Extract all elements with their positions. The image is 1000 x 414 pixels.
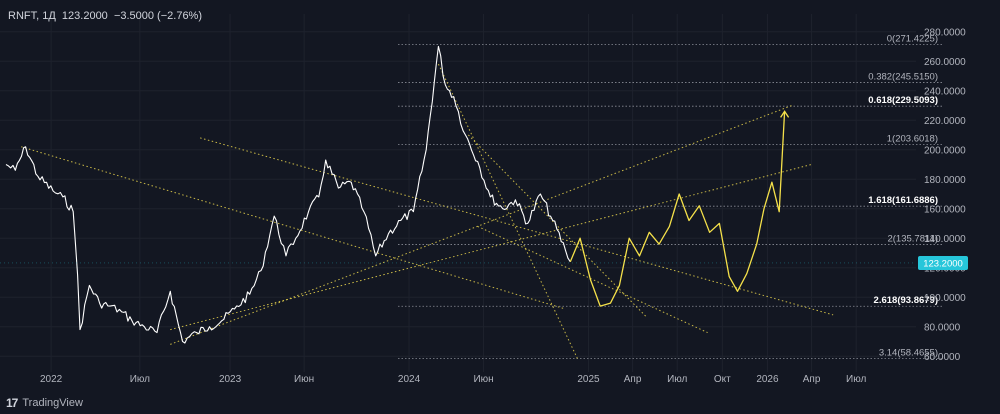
x-tick-label: 2026 [756, 374, 779, 385]
x-tick-label: 2022 [40, 374, 63, 385]
fib-level-label: 0.618(229.5093) [868, 95, 938, 106]
y-tick-label: 260.0000 [924, 57, 966, 68]
fib-level-label: 0(271.4225) [887, 33, 938, 44]
x-tick-label: Окт [714, 374, 731, 385]
fib-level-label: 3.14(58.4655) [879, 347, 938, 358]
y-tick-label: 160.0000 [924, 205, 966, 216]
trend-line [200, 137, 834, 316]
y-tick-label: 180.0000 [924, 175, 966, 186]
forecast-path-line [569, 111, 786, 307]
fibonacci-extension-layer: 0(271.4225) 0.382(245.5150) 0.618(229.5093… [398, 33, 942, 359]
y-tick-label: 220.0000 [924, 116, 966, 127]
x-tick-label: Июн [294, 374, 314, 385]
x-tick-label: 2025 [577, 374, 600, 385]
y-tick-label: 100.0000 [924, 293, 966, 304]
brand-watermark[interactable]: 17 TradingView [6, 396, 83, 410]
ticker-header: RNFT, 1Д 123.2000 −3.5000 (−2.76%) [8, 10, 202, 22]
y-tick-label: 80.0000 [924, 323, 961, 334]
trend-line [477, 225, 708, 334]
trend-line [170, 163, 812, 331]
x-tick-label: Апр [803, 374, 821, 385]
history-price-line [5, 45, 571, 344]
series-layer [5, 45, 790, 344]
trend-line [437, 63, 579, 360]
fib-level-label: 1(203.6018) [887, 133, 938, 144]
x-tick-label: 2023 [219, 374, 242, 385]
fib-level-label: 2(135.7811) [887, 233, 938, 244]
brand-name: TradingView [22, 397, 83, 409]
tradingview-logo-icon: 17 [6, 396, 18, 410]
y-tick-label: 140.0000 [924, 234, 966, 245]
fib-level-label: 2.618(93.8679) [874, 295, 938, 306]
price-value: 123.2000 [61, 10, 108, 22]
x-tick-label: Июл [846, 374, 866, 385]
x-tick-label: Июл [667, 374, 687, 385]
y-tick-label: 60.0000 [924, 352, 961, 363]
trend-line [170, 104, 793, 345]
last-price-badge [918, 255, 968, 270]
axis-layer: 60.000080.0000100.0000120.0000140.000016… [0, 28, 968, 385]
price-change: −3.5000 (−2.76%) [113, 10, 203, 22]
y-tick-label: 240.0000 [924, 87, 966, 98]
last-price-label: 123.2000 [923, 258, 963, 269]
fib-level-label: 1.618(161.6886) [868, 195, 938, 206]
trend-line [21, 146, 566, 310]
x-tick-label: 2024 [398, 374, 421, 385]
fib-level-label: 0.382(245.5150) [868, 72, 938, 83]
trend-lines-layer [21, 63, 834, 360]
forecast-arrow-icon [780, 110, 790, 118]
trend-line [467, 134, 648, 319]
y-tick-label: 280.0000 [924, 28, 966, 39]
symbol-label[interactable]: RNFT, 1Д [8, 10, 56, 22]
x-tick-label: Июн [473, 374, 493, 385]
grid-layer [0, 14, 916, 372]
x-tick-label: Апр [624, 374, 642, 385]
x-tick-label: Июл [130, 374, 150, 385]
y-tick-label: 200.0000 [924, 146, 966, 157]
